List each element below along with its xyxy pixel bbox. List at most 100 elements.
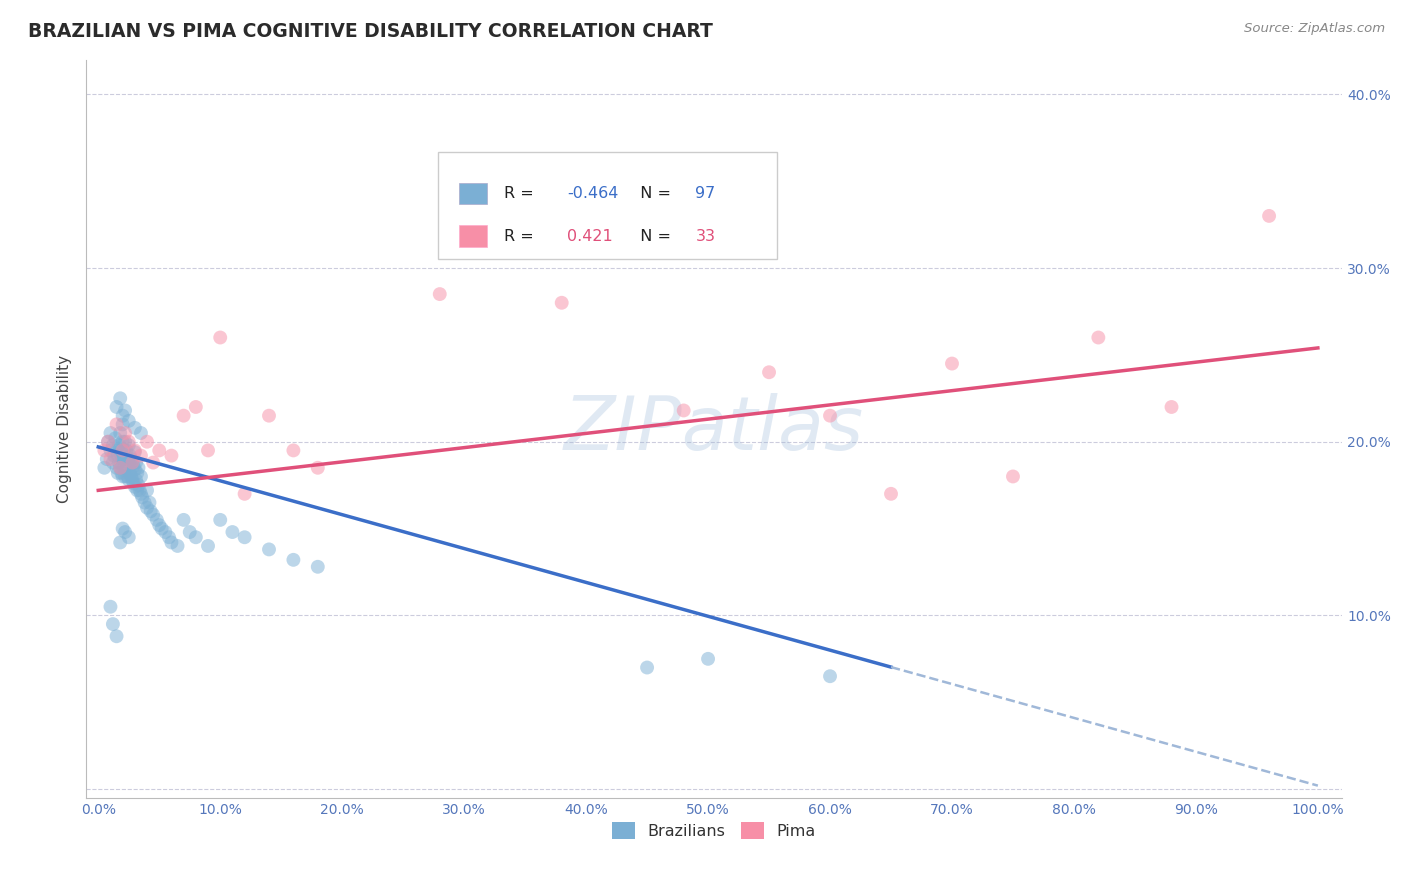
Point [110, 392, 132, 406]
Point [880, 487, 903, 501]
Point [124, 421, 146, 435]
Point [150, 522, 173, 536]
Point [100, 599, 122, 614]
Point [118, 473, 141, 487]
Point [1258, 209, 1281, 223]
Point [160, 449, 183, 463]
Y-axis label: Cognitive Disability: Cognitive Disability [58, 355, 72, 503]
Point [121, 456, 143, 470]
Point [142, 456, 165, 470]
Text: R =: R = [505, 186, 540, 201]
Point [112, 460, 135, 475]
Point [233, 487, 256, 501]
Point [118, 466, 141, 480]
Point [1160, 400, 1182, 414]
Point [148, 443, 170, 458]
Point [173, 409, 195, 423]
Point [122, 458, 145, 473]
Point [110, 460, 132, 475]
Point [209, 513, 232, 527]
Point [110, 460, 132, 475]
Point [173, 513, 195, 527]
Point [221, 524, 243, 539]
Point [103, 449, 125, 463]
Point [114, 425, 136, 440]
Point [125, 456, 148, 470]
Text: R =: R = [505, 228, 544, 244]
Point [184, 400, 207, 414]
Point [110, 443, 132, 458]
Point [283, 553, 305, 567]
Text: N =: N = [630, 228, 676, 244]
Point [636, 660, 658, 674]
Point [148, 518, 170, 533]
Point [122, 476, 145, 491]
Point [129, 425, 152, 440]
Point [110, 535, 132, 549]
Point [111, 409, 134, 423]
FancyBboxPatch shape [460, 183, 486, 203]
Point [111, 417, 134, 432]
Point [111, 443, 134, 458]
Point [108, 438, 131, 452]
Point [124, 443, 146, 458]
Point [118, 414, 141, 428]
Point [197, 443, 219, 458]
Text: Source: ZipAtlas.com: Source: ZipAtlas.com [1244, 22, 1385, 36]
Point [136, 483, 159, 498]
Point [111, 522, 134, 536]
Point [101, 617, 124, 632]
Point [100, 452, 122, 467]
Point [112, 443, 135, 458]
Point [100, 443, 122, 458]
Point [121, 473, 143, 487]
Point [941, 357, 963, 371]
Point [197, 539, 219, 553]
Point [107, 449, 129, 463]
Point [114, 434, 136, 449]
Point [818, 669, 841, 683]
Point [128, 478, 150, 492]
FancyBboxPatch shape [460, 226, 486, 246]
Point [105, 417, 128, 432]
Point [127, 483, 149, 498]
Point [128, 460, 150, 475]
Point [97, 434, 120, 449]
Point [672, 403, 695, 417]
Point [121, 456, 143, 470]
Point [125, 473, 148, 487]
Point [111, 469, 134, 483]
Point [233, 530, 256, 544]
Point [110, 466, 132, 480]
Point [818, 409, 841, 423]
Point [136, 434, 159, 449]
Point [107, 466, 129, 480]
Point [118, 530, 141, 544]
Point [105, 400, 128, 414]
Point [114, 524, 136, 539]
Point [257, 542, 280, 557]
Point [134, 495, 156, 509]
Point [160, 535, 183, 549]
Point [110, 449, 132, 463]
Point [118, 438, 141, 452]
Point [257, 409, 280, 423]
Point [101, 456, 124, 470]
Point [429, 287, 451, 301]
Point [114, 452, 136, 467]
Point [551, 295, 574, 310]
Point [108, 456, 131, 470]
Point [157, 530, 180, 544]
Point [142, 508, 165, 522]
Text: ZIPatlas: ZIPatlas [564, 392, 865, 465]
Point [118, 434, 141, 449]
Point [115, 460, 138, 475]
Point [129, 487, 152, 501]
Point [105, 443, 128, 458]
Point [114, 469, 136, 483]
Point [138, 495, 160, 509]
Text: -0.464: -0.464 [567, 186, 619, 201]
Point [124, 445, 146, 459]
Point [93, 460, 115, 475]
Point [118, 456, 141, 470]
